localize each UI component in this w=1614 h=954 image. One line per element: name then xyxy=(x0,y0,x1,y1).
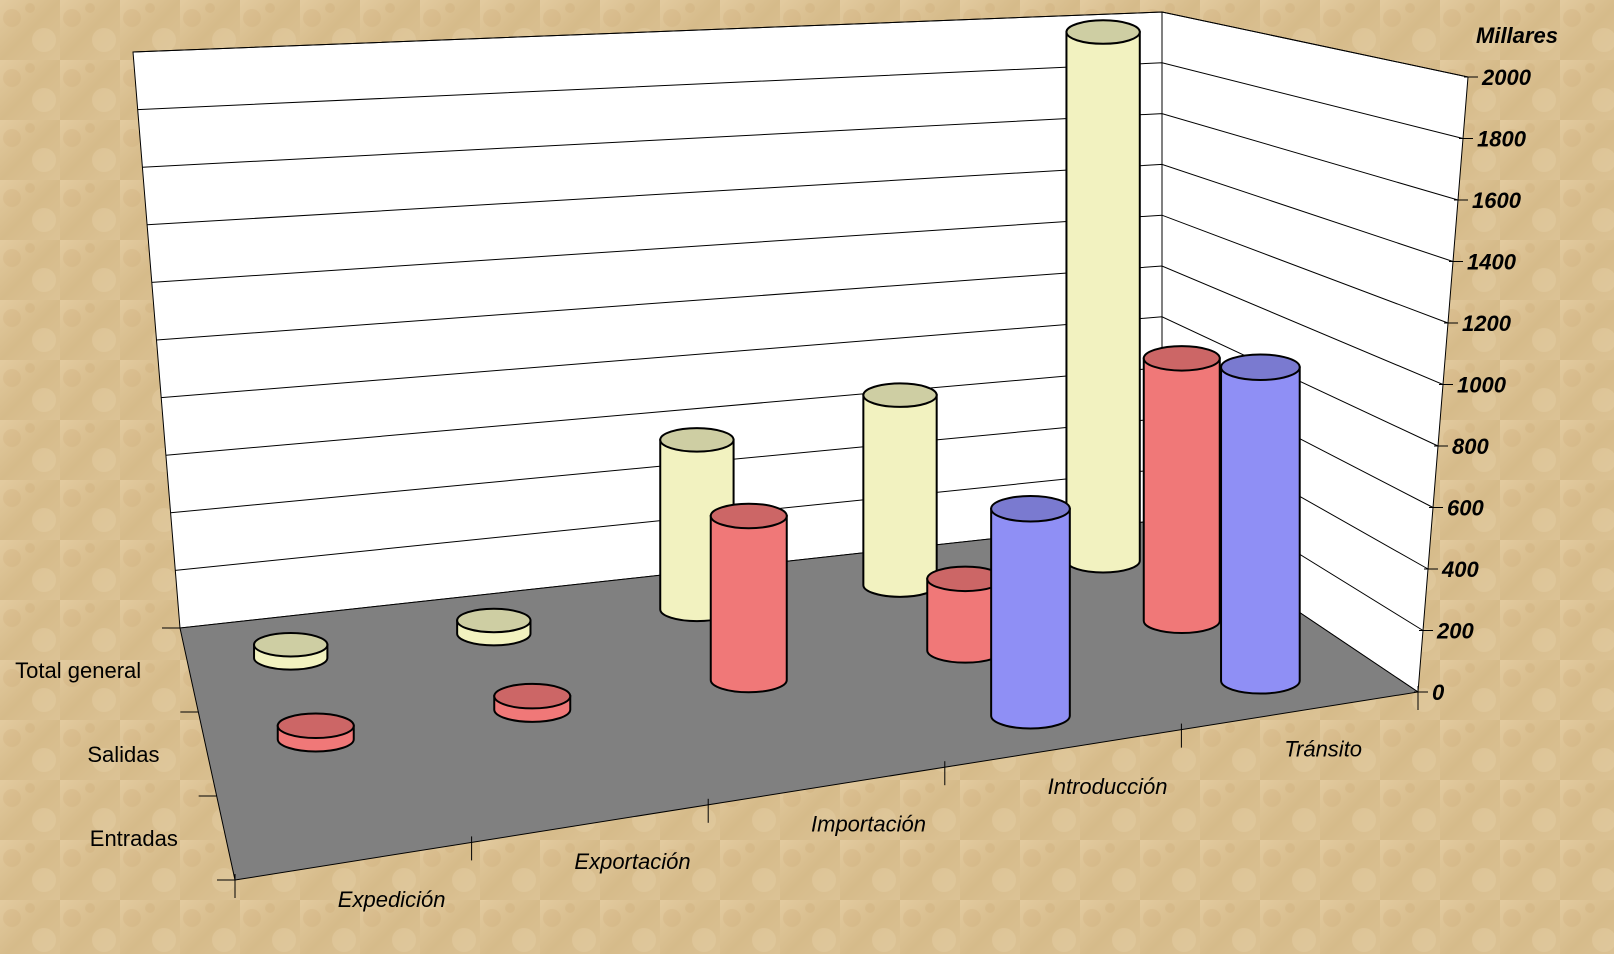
cylinder-bar xyxy=(990,494,1071,730)
y-tick-label: 1000 xyxy=(1457,373,1507,398)
gridline xyxy=(151,214,1449,324)
cylinder-bar xyxy=(276,712,355,753)
z-tick-label: Salidas xyxy=(87,742,159,767)
x-tick-label: Expedición xyxy=(338,887,446,912)
y-tick-label: 0 xyxy=(1432,680,1445,705)
gridline xyxy=(161,316,1439,447)
cylinder-bar xyxy=(1220,353,1301,695)
y-tick-label: 1200 xyxy=(1462,311,1512,336)
axis-labels: 0 200 400 600 800 1000 1200 1400 1600 1800 2000 Mil… xyxy=(15,23,1558,912)
gridline xyxy=(147,163,1454,262)
gridline xyxy=(137,62,1464,139)
x-tick-label: Introducción xyxy=(1048,774,1168,799)
x-tick-label: Exportación xyxy=(574,849,690,874)
y-tick-label: 1800 xyxy=(1477,127,1527,152)
y-tick-label: 2000 xyxy=(1481,65,1532,90)
y-tick-label: 1600 xyxy=(1472,188,1522,213)
cylinder-bar xyxy=(1142,345,1221,635)
cylinder-bar xyxy=(709,502,788,694)
y-tick-label: 600 xyxy=(1447,496,1484,521)
y-tick-label: 200 xyxy=(1436,619,1474,644)
data-bars xyxy=(253,19,1301,753)
x-tick-label: Importación xyxy=(811,812,926,837)
y-tick-label: 400 xyxy=(1441,557,1479,582)
y-axis-unit-label: Millares xyxy=(1476,23,1558,48)
z-tick-label: Total general xyxy=(15,658,141,683)
cylinder-bar xyxy=(253,631,329,671)
gridline xyxy=(142,113,1459,201)
cylinder-bar xyxy=(1065,19,1141,574)
cylinder-bar xyxy=(862,382,938,598)
gridline xyxy=(156,265,1444,385)
z-tick-label: Entradas xyxy=(90,826,178,851)
cylinder-bar xyxy=(926,565,1005,664)
cylinder-bar xyxy=(456,607,532,647)
gridline xyxy=(132,11,1469,78)
axis-ticks xyxy=(162,76,1478,898)
gridlines xyxy=(132,11,1469,631)
cylinder-bar xyxy=(493,682,572,723)
x-tick-label: Tránsito xyxy=(1284,736,1362,761)
y-tick-label: 800 xyxy=(1452,434,1489,459)
y-tick-label: 1400 xyxy=(1467,250,1517,275)
